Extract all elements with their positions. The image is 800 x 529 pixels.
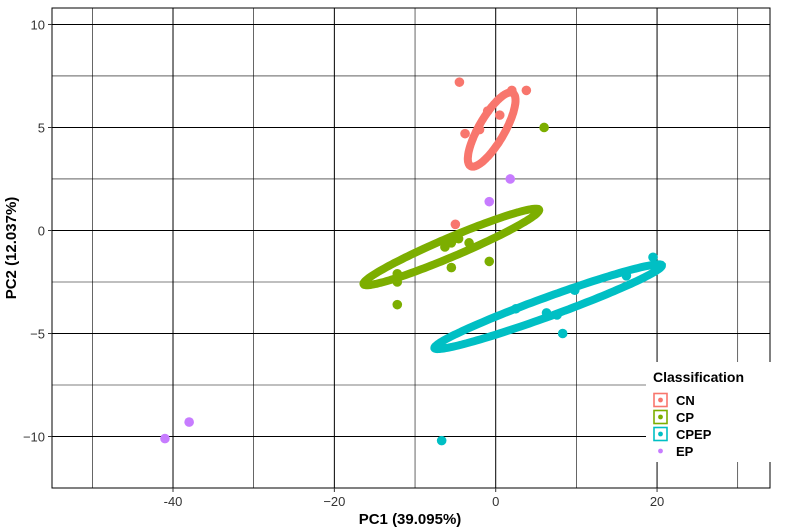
y-tick-label: 0	[38, 223, 45, 238]
point-cp	[392, 277, 403, 287]
point-cp	[446, 262, 457, 273]
point-cp	[392, 268, 403, 279]
legend-key-dot	[658, 448, 663, 454]
point-cn	[494, 110, 505, 120]
y-axis-title: PC2 (12.037%)	[3, 197, 20, 300]
point-ep	[160, 433, 170, 444]
x-tick-label: -40	[164, 494, 183, 509]
data-points	[160, 77, 658, 446]
point-cp	[392, 299, 403, 310]
legend-key-dot	[658, 414, 663, 420]
x-axis-title: PC1 (39.095%)	[359, 511, 462, 528]
point-ep	[484, 196, 495, 207]
legend-label-cpep: CPEP	[676, 427, 712, 442]
y-tick-label: 5	[38, 120, 45, 135]
point-cn	[460, 128, 470, 139]
point-cn	[454, 77, 465, 87]
point-cpep	[557, 328, 568, 339]
point-cpep	[541, 308, 552, 318]
point-cp	[539, 122, 549, 133]
legend-key-dot	[658, 397, 663, 403]
ellipse-cp	[359, 204, 544, 290]
y-tick-label: −5	[30, 326, 45, 341]
confidence-ellipses	[359, 88, 666, 354]
point-cp	[453, 233, 464, 244]
point-cn	[521, 85, 532, 96]
x-tick-label: 20	[650, 494, 664, 509]
point-cp	[484, 256, 495, 267]
point-cpep	[552, 310, 562, 320]
x-tick-label: −20	[323, 494, 345, 509]
point-cpep	[569, 285, 580, 296]
legend-title: Classification	[653, 369, 744, 385]
point-cn	[474, 124, 485, 135]
point-cn	[482, 106, 493, 116]
legend: Classification CN CP CPEP EP	[646, 362, 772, 462]
y-tick-label: −10	[23, 429, 45, 444]
point-cp	[440, 242, 450, 252]
grid	[51, 7, 771, 489]
legend-label-cn: CN	[676, 393, 695, 408]
legend-label-cp: CP	[676, 410, 694, 425]
point-cpep	[511, 303, 521, 314]
ellipse-cn	[463, 88, 520, 171]
ellipse-cpep	[430, 260, 666, 354]
legend-label-ep: EP	[676, 444, 694, 459]
point-cn	[450, 219, 461, 230]
tick-labels: -40 −20 0 20 −10 −5 0 5 10	[23, 17, 664, 509]
x-tick-label: 0	[492, 494, 499, 509]
y-tick-label: 10	[31, 17, 45, 32]
point-ep	[505, 174, 516, 184]
point-cp	[464, 238, 474, 248]
point-cpep	[648, 252, 658, 263]
point-cpep	[621, 271, 632, 281]
point-ep	[184, 417, 194, 427]
legend-key-dot	[658, 431, 663, 437]
point-cn	[507, 85, 517, 96]
point-cpep	[436, 435, 447, 446]
